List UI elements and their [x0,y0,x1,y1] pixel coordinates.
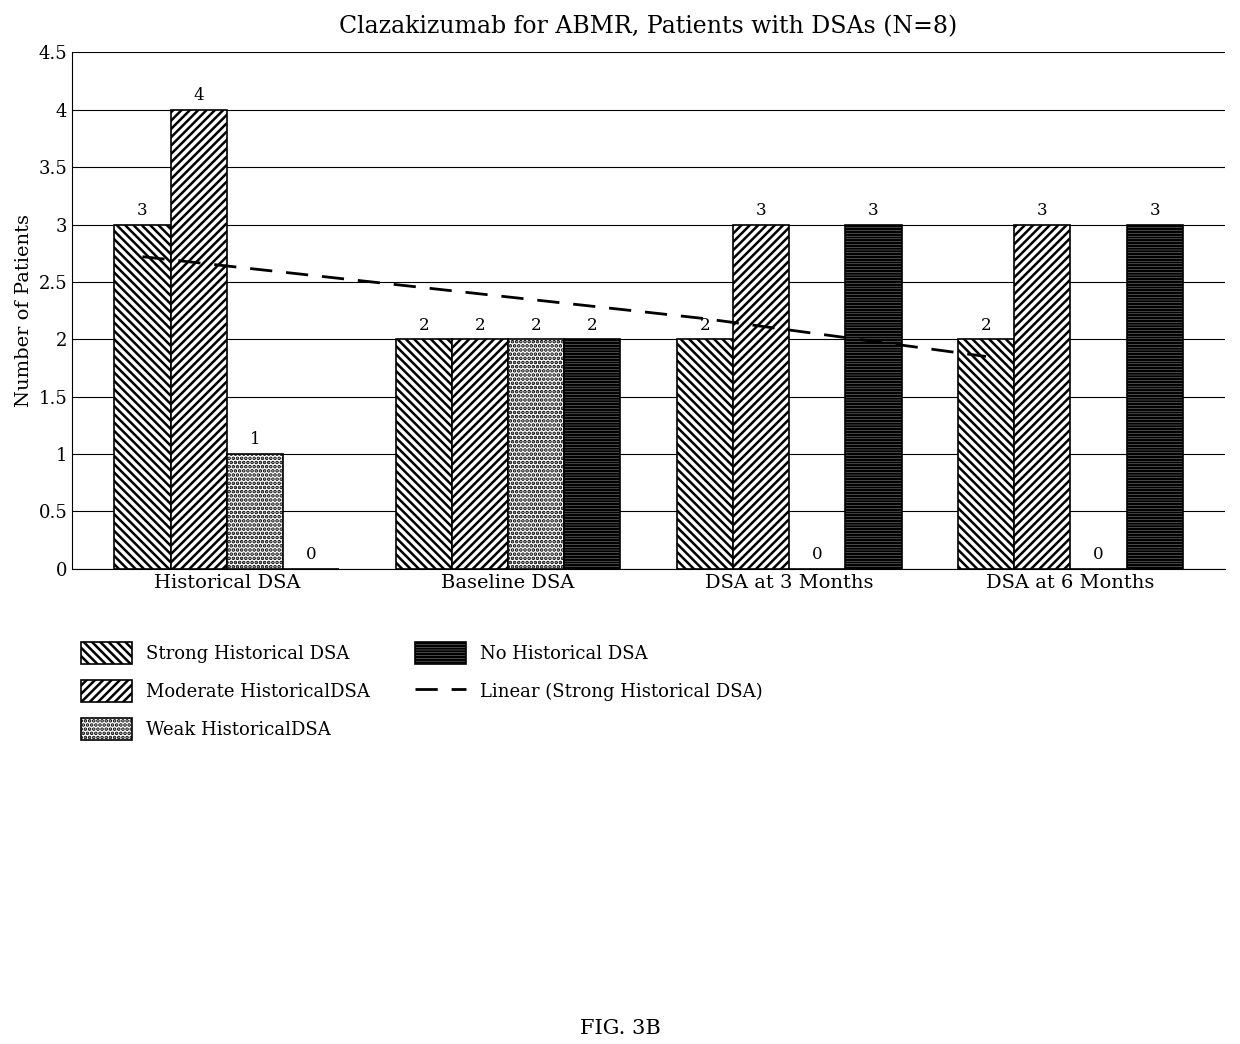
Text: 2: 2 [587,316,598,333]
Bar [171,110,227,569]
Text: 2: 2 [418,316,429,333]
Text: 2: 2 [699,316,711,333]
Text: 0: 0 [812,546,822,563]
Bar [1014,224,1070,569]
Text: 1: 1 [249,431,260,448]
Bar [508,339,564,569]
Text: 4: 4 [193,87,205,104]
Text: 3: 3 [1037,201,1048,219]
Text: 0: 0 [1094,546,1104,563]
Text: 2: 2 [981,316,991,333]
Title: Clazakizumab for ABMR, Patients with DSAs (N=8): Clazakizumab for ABMR, Patients with DSA… [340,15,957,38]
Bar [564,339,620,569]
Text: FIG. 3B: FIG. 3B [579,1019,661,1038]
Text: 3: 3 [138,201,148,219]
Bar [957,339,1014,569]
Bar [733,224,789,569]
Text: 3: 3 [868,201,879,219]
Bar [846,224,901,569]
Bar [114,224,171,569]
Bar [1127,224,1183,569]
Bar [227,454,283,569]
Text: 2: 2 [531,316,542,333]
Text: 3: 3 [755,201,766,219]
Bar [451,339,508,569]
Y-axis label: Number of Patients: Number of Patients [15,214,33,407]
Text: 0: 0 [306,546,316,563]
Text: 2: 2 [475,316,485,333]
Text: 3: 3 [1149,201,1159,219]
Bar [396,339,451,569]
Bar [677,339,733,569]
Legend: Strong Historical DSA, Moderate HistoricalDSA, Weak HistoricalDSA, No Historical: Strong Historical DSA, Moderate Historic… [81,642,763,740]
